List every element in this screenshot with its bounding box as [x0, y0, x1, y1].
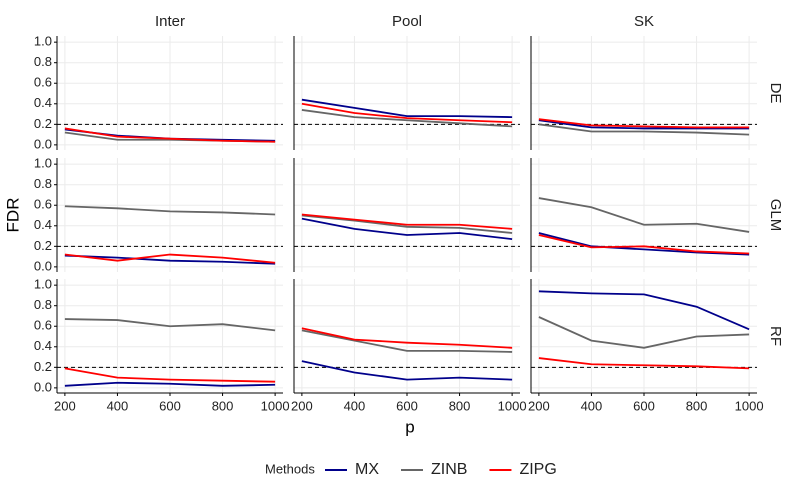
series-line [64, 253, 276, 264]
y-tick-label: 0.8 [34, 176, 52, 191]
column-strip: Inter [155, 13, 185, 30]
y-tick-label: 0.2 [34, 116, 52, 131]
x-tick-label: 600 [396, 398, 418, 413]
series-line [538, 232, 750, 256]
x-tick-label: 200 [291, 398, 313, 413]
series-line [64, 127, 276, 143]
x-tick-label: 800 [449, 398, 471, 413]
x-tick-label: 400 [581, 398, 603, 413]
x-axis-label: p [405, 417, 414, 436]
series-line [538, 119, 750, 130]
y-tick-label: 0.4 [34, 95, 52, 110]
series-line [301, 98, 513, 119]
x-tick-label: 800 [212, 398, 234, 413]
y-tick-label: 0.0 [34, 379, 52, 394]
y-tick-label: 0.0 [34, 136, 52, 151]
row-strip: DE [767, 83, 784, 104]
y-tick-label: 0.0 [34, 258, 52, 273]
x-tick-label: 1000 [735, 398, 764, 413]
column-strip: SK [634, 13, 654, 30]
y-axis-label: FDR [3, 198, 22, 233]
row-strip: GLM [767, 199, 784, 232]
x-tick-label: 600 [159, 398, 181, 413]
series-line [538, 357, 750, 370]
y-tick-label: 1.0 [34, 277, 52, 292]
y-tick-label: 0.2 [34, 238, 52, 253]
series-line [301, 329, 513, 353]
x-tick-label: 400 [107, 398, 129, 413]
series-line [301, 217, 513, 241]
series-line [64, 254, 276, 265]
x-tick-label: 200 [54, 398, 76, 413]
series-line [538, 316, 750, 349]
x-tick-label: 200 [528, 398, 550, 413]
series-line [538, 234, 750, 255]
row-strip: RF [767, 326, 784, 346]
legend-title: Methods [265, 461, 315, 476]
series-line [301, 109, 513, 128]
x-tick-label: 800 [686, 398, 708, 413]
y-tick-label: 0.8 [34, 297, 52, 312]
y-tick-label: 0.6 [34, 318, 52, 333]
y-tick-label: 1.0 [34, 156, 52, 171]
series-line [538, 290, 750, 331]
series-line [538, 118, 750, 129]
x-tick-label: 400 [344, 398, 366, 413]
x-tick-label: 600 [633, 398, 655, 413]
series-line [64, 318, 276, 332]
x-tick-label: 1000 [498, 398, 527, 413]
series-line [538, 197, 750, 233]
y-tick-label: 0.6 [34, 197, 52, 212]
series-line [301, 213, 513, 230]
legend-label: ZIPG [519, 461, 556, 478]
y-tick-label: 0.4 [34, 338, 52, 353]
y-tick-label: 0.4 [34, 217, 52, 232]
series-line [301, 327, 513, 349]
x-tick-label: 1000 [261, 398, 290, 413]
series-line [538, 123, 750, 136]
column-strip: Pool [392, 13, 422, 30]
series-line [301, 360, 513, 381]
y-tick-label: 0.6 [34, 75, 52, 90]
series-line [64, 367, 276, 383]
legend-label: MX [355, 461, 379, 478]
legend-label: ZINB [431, 461, 467, 478]
series-line [301, 102, 513, 124]
y-tick-label: 0.2 [34, 359, 52, 374]
y-tick-label: 0.8 [34, 54, 52, 69]
series-line [301, 214, 513, 234]
y-tick-label: 1.0 [34, 34, 52, 49]
series-line [64, 381, 276, 387]
series-line [64, 205, 276, 216]
